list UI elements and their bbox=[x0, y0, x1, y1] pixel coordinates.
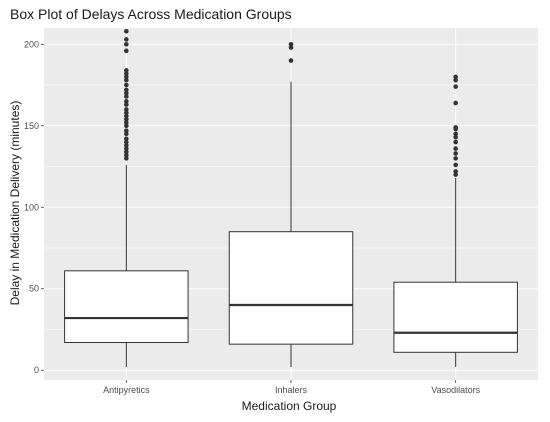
outlier-point bbox=[453, 134, 458, 140]
outlier-point bbox=[124, 74, 129, 80]
box-group-inhalers bbox=[228, 41, 354, 367]
outlier-point bbox=[453, 172, 458, 177]
outlier-point bbox=[124, 90, 129, 96]
outlier-point bbox=[124, 136, 129, 142]
outlier-point bbox=[124, 113, 129, 119]
outlier-point bbox=[453, 162, 458, 168]
outlier-point bbox=[124, 120, 129, 125]
x-tick-label: Vasodilators bbox=[431, 385, 480, 395]
outlier-point bbox=[453, 125, 458, 130]
x-axis-title: Medication Group bbox=[242, 399, 337, 413]
outlier-point bbox=[288, 58, 294, 63]
outlier-point bbox=[124, 37, 129, 42]
outlier-point bbox=[124, 143, 129, 148]
outlier-point bbox=[453, 156, 458, 161]
outlier-point bbox=[124, 123, 129, 129]
outlier-point bbox=[124, 71, 129, 76]
outlier-point bbox=[124, 146, 129, 151]
outlier-point bbox=[288, 45, 294, 50]
boxes-layer bbox=[64, 28, 518, 367]
outlier-point bbox=[124, 48, 129, 54]
outlier-point bbox=[453, 146, 458, 151]
outlier-point bbox=[124, 68, 129, 73]
outlier-point bbox=[124, 77, 129, 83]
y-tick-label: 150 bbox=[24, 121, 39, 131]
outlier-point bbox=[124, 102, 129, 107]
y-tick-label: 50 bbox=[29, 284, 39, 294]
box-iqr bbox=[393, 281, 518, 353]
x-tick-label: Antipyretics bbox=[103, 385, 150, 395]
outlier-point bbox=[124, 110, 129, 116]
outlier-point bbox=[124, 149, 129, 155]
outlier-point bbox=[124, 94, 129, 99]
outlier-point bbox=[124, 116, 129, 122]
outlier-point bbox=[124, 99, 129, 104]
outlier-point bbox=[124, 156, 129, 161]
outlier-point bbox=[453, 100, 458, 106]
y-tick-label: 0 bbox=[34, 365, 39, 375]
outlier-point bbox=[124, 41, 129, 47]
outlier-point bbox=[124, 82, 129, 88]
axes-layer: 0 50 100 150 200 Antipyretics Inhalers Vasodila… bbox=[24, 39, 481, 395]
x-tick-label: Inhalers bbox=[275, 385, 308, 395]
outlier-point bbox=[124, 128, 129, 133]
box-iqr bbox=[228, 231, 354, 345]
outlier-point bbox=[124, 152, 129, 158]
outlier-point bbox=[453, 131, 458, 137]
outlier-point bbox=[453, 151, 458, 156]
y-tick-label: 100 bbox=[24, 202, 39, 212]
outlier-point bbox=[288, 41, 294, 47]
outlier-point bbox=[124, 139, 129, 145]
box-group-vasodilators bbox=[393, 74, 518, 367]
box-iqr bbox=[64, 270, 189, 344]
y-tick-label: 200 bbox=[24, 39, 39, 49]
outlier-point bbox=[124, 131, 129, 137]
outlier-point bbox=[453, 74, 458, 80]
outlier-point bbox=[453, 139, 458, 145]
outlier-point bbox=[453, 169, 458, 174]
outlier-point bbox=[453, 84, 458, 89]
box-group-antipyretics bbox=[64, 28, 189, 367]
outlier-point bbox=[124, 28, 129, 34]
outlier-point bbox=[124, 107, 129, 112]
y-axis-title: Delay in Medication Delivery (minutes) bbox=[8, 101, 22, 306]
outlier-point bbox=[453, 77, 458, 83]
outlier-point bbox=[124, 87, 129, 93]
chart-title: Box Plot of Delays Across Medication Gro… bbox=[10, 6, 292, 22]
